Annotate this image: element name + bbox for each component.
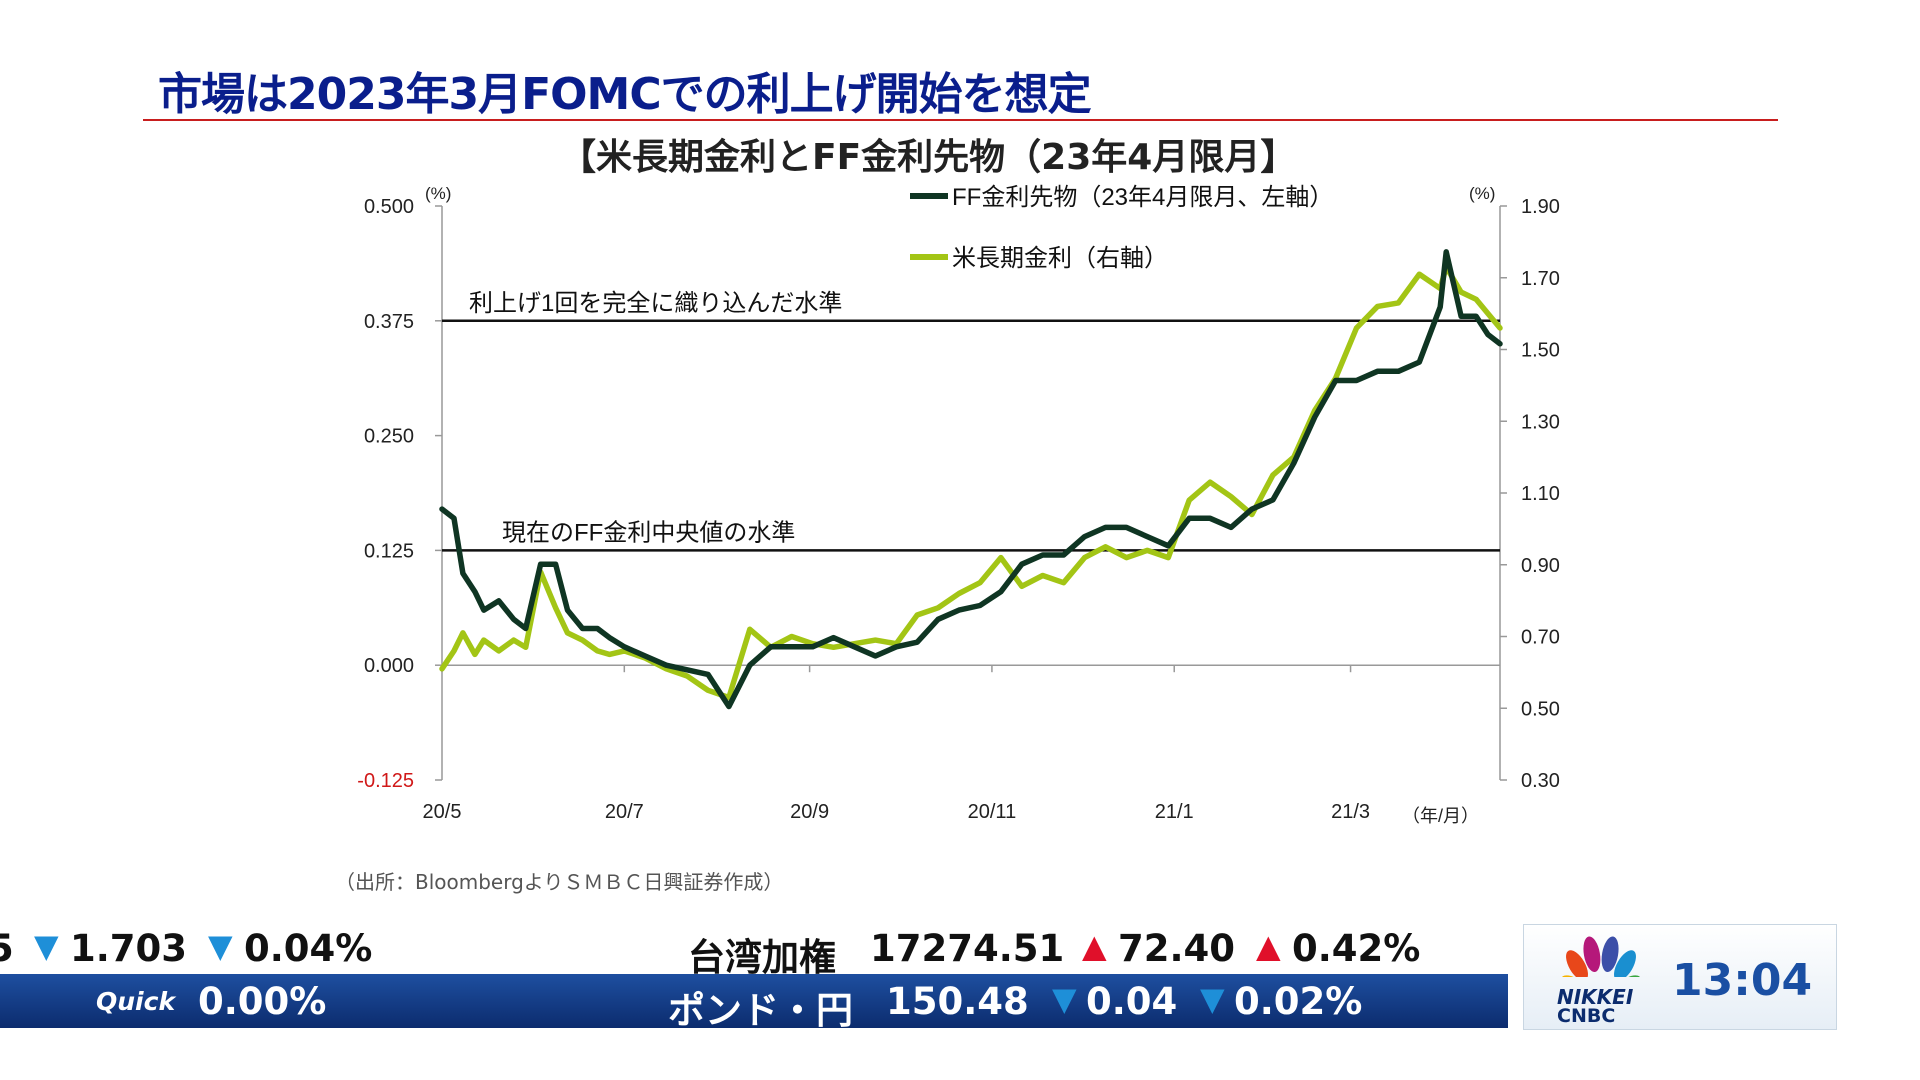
right-tick-label: 0.90	[1521, 555, 1560, 577]
cnbc-logo-text: CNBC	[1557, 1005, 1616, 1027]
x-tick-label: 20/5	[423, 801, 462, 823]
right-tick-label: 1.50	[1521, 340, 1560, 362]
left-tick-label: 0.250	[364, 426, 414, 448]
ticker-top-bar: 5 ▼ 1.703 ▼ 0.04% 台湾加権 17274.51 ▲ 72.40 …	[0, 922, 1508, 979]
right-tick-label: 1.10	[1521, 483, 1560, 505]
right-tick-label: 0.30	[1521, 770, 1560, 792]
x-tick-label: 21/3	[1331, 801, 1370, 823]
legend-label: 米長期金利（右軸）	[952, 245, 1168, 272]
nikkei-logo-text: NIKKEI	[1557, 985, 1634, 1009]
ticker-index-change: 72.40	[1118, 927, 1236, 970]
right-tick-label: 0.70	[1521, 627, 1560, 649]
ticker-index-name: 台湾加権	[688, 936, 836, 979]
headline: 市場は2023年3月FOMCでの利上げ開始を想定	[158, 69, 1092, 120]
channel-logo-box: NIKKEI CNBC	[1523, 924, 1837, 1030]
ticker-index-pct: 0.42%	[1292, 927, 1421, 970]
left-tick-label: 0.000	[364, 655, 414, 677]
down-arrow-icon: ▼	[1052, 980, 1077, 1018]
x-tick-label: 20/7	[605, 801, 644, 823]
left-axis-unit: (%)	[425, 184, 451, 203]
left-tick-label: 0.125	[364, 540, 414, 562]
right-tick-label: 1.30	[1521, 411, 1560, 433]
ticker-bottom-bar: Quick 0.00% ポンド・円 150.48 ▼ 0.04 ▼ 0.02%	[0, 974, 1508, 1032]
left-tick-label: 0.375	[364, 311, 414, 333]
left-tick-label: 0.500	[364, 196, 414, 218]
reference-line-label: 現在のFF金利中央値の水準	[502, 519, 795, 546]
ticker-fragment: 5	[0, 927, 14, 970]
x-tick-label: 20/9	[790, 801, 829, 823]
series-line	[439, 264, 1503, 701]
ticker-value: 1.703	[70, 927, 188, 970]
legend-label: FF金利先物（23年4月限月、左軸）	[952, 184, 1333, 211]
right-tick-label: 1.90	[1521, 196, 1560, 218]
up-arrow-icon: ▲	[1082, 927, 1107, 965]
ticker-pct: 0.00%	[198, 980, 327, 1023]
left-tick-label: -0.125	[357, 770, 414, 792]
x-tick-label: 20/11	[968, 801, 1017, 823]
ticker-index-value: 17274.51	[870, 927, 1065, 970]
reference-line-label: 利上げ1回を完全に織り込んだ水準	[469, 290, 842, 317]
peacock-icon	[1560, 936, 1642, 977]
ticker-fx-value: 150.48	[886, 980, 1029, 1023]
ticker-fx-change: 0.04	[1086, 980, 1178, 1023]
quick-logo: Quick	[96, 987, 176, 1016]
clock: 13:04	[1672, 955, 1813, 1006]
down-arrow-icon: ▼	[34, 927, 59, 965]
up-arrow-icon: ▲	[1256, 927, 1281, 965]
x-tick-label: 21/1	[1155, 801, 1194, 823]
down-arrow-icon: ▼	[208, 927, 233, 965]
right-tick-label: 0.50	[1521, 698, 1560, 720]
down-arrow-icon: ▼	[1200, 980, 1225, 1018]
right-axis-unit: (%)	[1469, 184, 1495, 203]
source-note: （出所：BloombergよりＳＭＢＣ日興証券作成）	[335, 870, 784, 894]
chart-title: 【米長期金利とFF金利先物（23年4月限月】	[560, 137, 1297, 178]
ticker-fx-name: ポンド・円	[668, 989, 853, 1032]
ticker-fx-pct: 0.02%	[1234, 980, 1363, 1023]
ticker-change: 0.04%	[244, 927, 373, 970]
series-line	[439, 249, 1503, 710]
right-tick-label: 1.70	[1521, 268, 1560, 290]
x-axis-unit: （年/月）	[1402, 806, 1479, 826]
chart: 0.500 0.375 0.250 0.125 0.000 -0.125 (%) 1.90 1.…	[357, 184, 1560, 826]
headline-underline	[143, 119, 1778, 121]
